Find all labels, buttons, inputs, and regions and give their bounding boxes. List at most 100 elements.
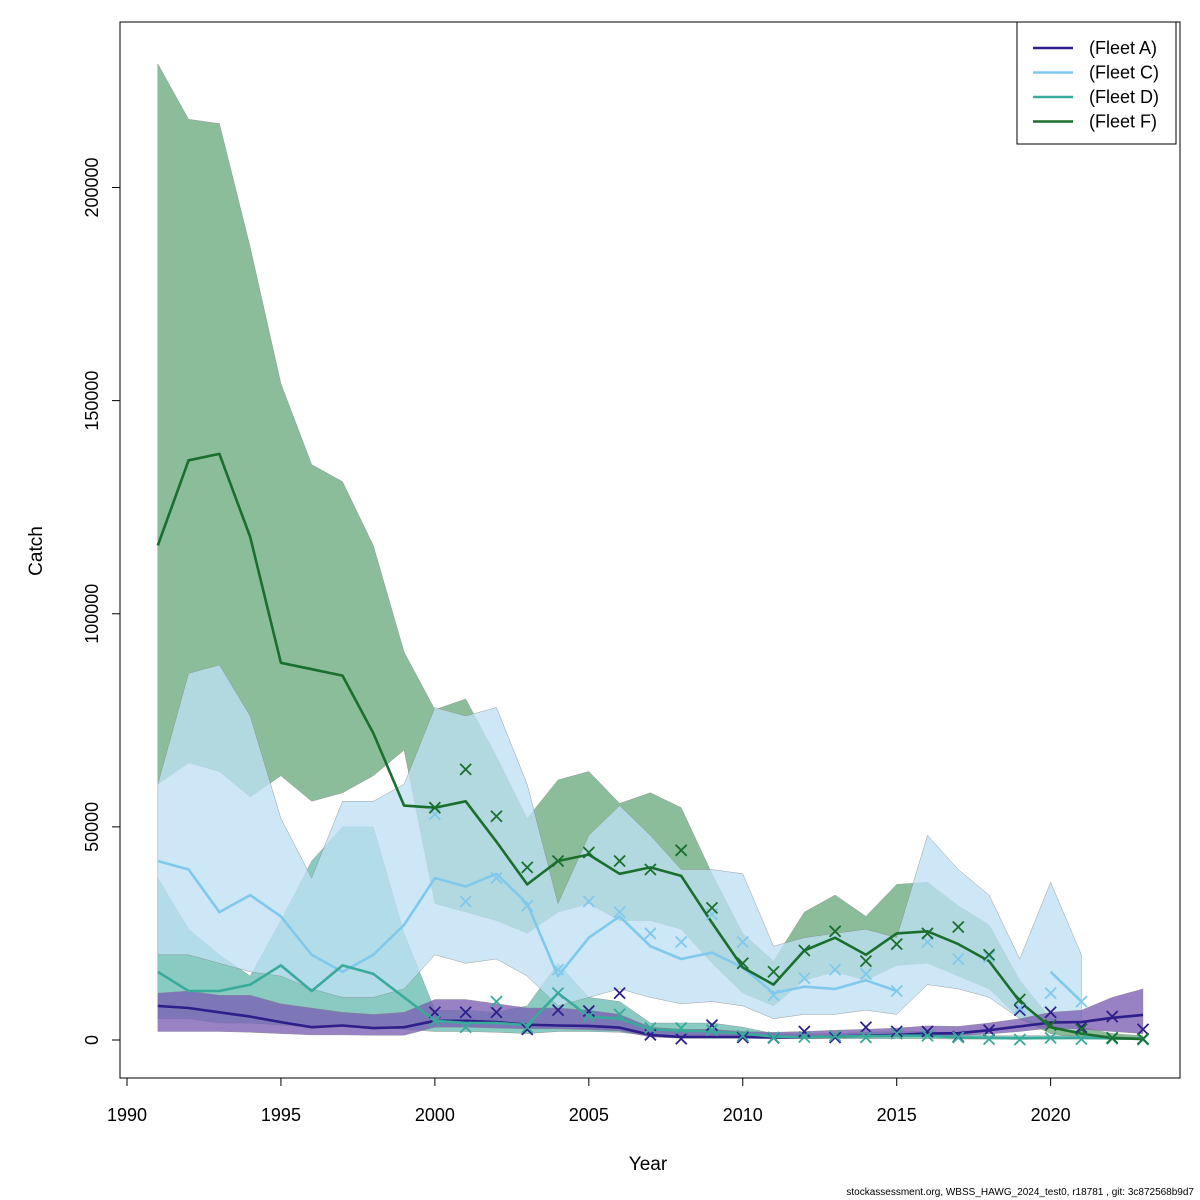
- point-fleet-d: [551, 986, 565, 1000]
- point-fleet-f: [828, 925, 842, 938]
- point-fleet-f: [1075, 1023, 1088, 1036]
- legend-label: (Fleet C): [1089, 63, 1159, 83]
- point-fleet-f: [705, 901, 719, 914]
- point-fleet-f: [859, 955, 873, 968]
- point-fleet-a: [551, 1004, 565, 1017]
- point-fleet-f: [1136, 1032, 1150, 1045]
- point-fleet-c: [890, 984, 903, 998]
- y-tick-label: 150000: [82, 371, 102, 431]
- point-fleet-d: [644, 1021, 657, 1035]
- point-fleet-f: [1044, 1018, 1057, 1032]
- y-tick-label: 50000: [82, 802, 102, 852]
- point-fleet-a: [705, 1018, 719, 1032]
- x-tick-label: 2015: [877, 1105, 917, 1125]
- point-fleet-f: [428, 801, 442, 814]
- legend-box: [1016, 21, 1177, 145]
- point-fleet-f: [736, 957, 749, 970]
- point-fleet-d: [613, 1008, 626, 1021]
- point-fleet-d: [582, 1010, 595, 1023]
- point-fleet-d: [890, 1027, 903, 1040]
- point-fleet-a: [459, 1006, 472, 1019]
- legend-item: (Fleet A): [1033, 38, 1157, 58]
- legend-item: (Fleet D): [1033, 87, 1159, 107]
- point-fleet-c: [952, 952, 965, 966]
- point-fleet-c: [1044, 986, 1057, 1000]
- point-fleet-a: [521, 1023, 534, 1036]
- point-fleet-a: [490, 1006, 503, 1019]
- point-fleet-a: [1106, 1010, 1119, 1023]
- point-fleet-c: [521, 899, 534, 912]
- point-fleet-d: [1013, 1033, 1026, 1046]
- observed-points: [428, 763, 1150, 1046]
- x-axis: 1990 1995 2000 2005 2010 2015 2020: [107, 1077, 1071, 1125]
- point-fleet-a: [859, 1021, 873, 1034]
- point-fleet-f: [767, 965, 780, 978]
- point-fleet-d: [828, 1029, 842, 1042]
- point-fleet-d: [521, 1021, 534, 1034]
- point-fleet-d: [675, 1021, 688, 1035]
- legend-label: (Fleet F): [1089, 112, 1157, 132]
- point-fleet-c: [1075, 995, 1088, 1008]
- point-fleet-f: [490, 810, 503, 823]
- point-fleet-a: [675, 1032, 688, 1045]
- point-fleet-c: [859, 967, 873, 981]
- point-fleet-a: [982, 1024, 996, 1037]
- point-fleet-d: [982, 1033, 996, 1046]
- point-fleet-d: [428, 1014, 442, 1027]
- x-tick-label: 2005: [569, 1105, 609, 1125]
- point-fleet-f: [982, 948, 996, 961]
- x-tick-label: 1995: [261, 1105, 301, 1125]
- point-fleet-d: [459, 1021, 472, 1034]
- legend-item: (Fleet F): [1033, 112, 1157, 132]
- point-fleet-d: [859, 1031, 873, 1044]
- point-fleet-d: [1075, 1033, 1088, 1046]
- point-fleet-d: [736, 1029, 749, 1042]
- point-fleet-f: [952, 920, 965, 934]
- point-fleet-a: [582, 1004, 595, 1018]
- point-fleet-c: [490, 871, 503, 885]
- point-fleet-a: [1075, 1021, 1088, 1034]
- y-axis-title: Catch: [26, 526, 47, 576]
- x-tick-label: 1990: [107, 1105, 147, 1125]
- y-axis: 0 50000 100000 150000 200000: [82, 157, 121, 1045]
- point-fleet-a: [798, 1025, 811, 1038]
- legend: (Fleet A) (Fleet C) (Fleet D) (Fleet F): [1016, 21, 1177, 145]
- point-fleet-f: [675, 844, 688, 857]
- point-fleet-a: [613, 986, 626, 1000]
- point-fleet-a: [828, 1031, 842, 1044]
- line-fleet-c: [157, 859, 898, 995]
- point-fleet-c: [675, 935, 688, 949]
- point-fleet-f: [798, 944, 811, 957]
- point-fleet-a: [1044, 1006, 1057, 1019]
- point-fleet-c: [644, 927, 657, 940]
- point-fleet-c: [582, 895, 595, 908]
- footer-note: stockassessment.org, WBSS_HAWG_2024_test…: [846, 1187, 1194, 1198]
- point-fleet-f: [551, 854, 565, 868]
- point-fleet-a: [1013, 1004, 1026, 1017]
- point-fleet-c: [828, 963, 842, 976]
- point-fleet-a: [736, 1031, 749, 1044]
- point-fleet-f: [521, 861, 534, 874]
- point-fleet-f: [582, 846, 595, 859]
- x-axis-title: Year: [629, 1154, 668, 1175]
- point-fleet-c: [551, 963, 565, 976]
- line-fleet-f: [156, 452, 1144, 1041]
- point-fleet-d: [705, 1024, 719, 1037]
- point-fleet-f: [1013, 993, 1026, 1006]
- point-fleet-d: [798, 1030, 811, 1044]
- y-tick-label: 100000: [82, 584, 102, 644]
- point-fleet-c: [767, 989, 780, 1002]
- legend-label: (Fleet D): [1089, 87, 1159, 107]
- point-fleet-f: [890, 937, 903, 951]
- point-fleet-c: [613, 905, 626, 919]
- point-fleet-c: [459, 895, 472, 908]
- point-fleet-d: [921, 1029, 934, 1042]
- point-fleet-a: [1136, 1023, 1150, 1036]
- point-fleet-d: [952, 1031, 965, 1044]
- x-tick-label: 2010: [723, 1105, 763, 1125]
- point-fleet-f: [921, 927, 934, 940]
- x-tick-label: 2020: [1031, 1105, 1071, 1125]
- y-tick-label: 200000: [82, 157, 102, 217]
- point-fleet-f: [459, 763, 472, 776]
